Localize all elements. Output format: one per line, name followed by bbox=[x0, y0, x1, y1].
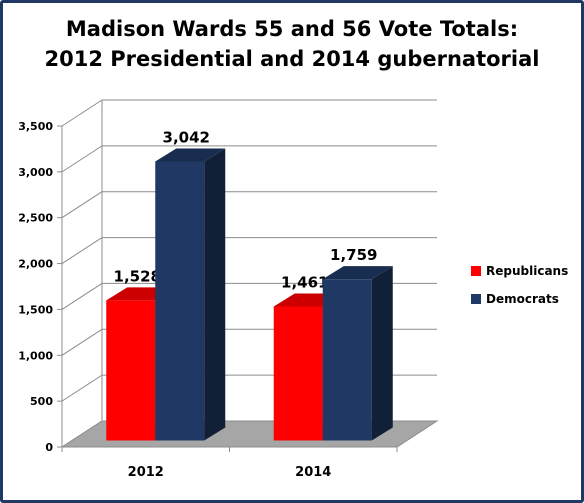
bar-front bbox=[273, 306, 323, 441]
bar-top bbox=[155, 148, 226, 162]
y-tick-label: 2,500 bbox=[18, 212, 53, 225]
data-label: 1,759 bbox=[330, 246, 377, 264]
bar-side bbox=[204, 148, 226, 441]
y-tick-label: 500 bbox=[30, 395, 53, 408]
chart-title-line-2: 2012 Presidential and 2014 gubernatorial bbox=[44, 47, 540, 71]
data-label: 3,042 bbox=[163, 129, 210, 147]
data-label: 1,461 bbox=[281, 274, 328, 292]
y-tick-label: 0 bbox=[45, 441, 53, 454]
legend-label-republicans: Republicans bbox=[486, 264, 569, 278]
bar-top bbox=[322, 266, 393, 280]
side-gridline bbox=[61, 191, 103, 219]
side-gridline bbox=[61, 145, 103, 173]
x-tick-label: 2012 bbox=[128, 465, 164, 480]
legend-item-democrats: Democrats bbox=[471, 292, 559, 306]
y-tick-label: 1,500 bbox=[18, 303, 53, 316]
bar-front bbox=[155, 161, 205, 441]
data-label: 1,528 bbox=[114, 267, 161, 285]
bar-front bbox=[106, 300, 156, 441]
side-gridline bbox=[61, 99, 103, 127]
legend-swatch-republicans bbox=[471, 266, 481, 276]
bar-front bbox=[322, 279, 372, 441]
legend-label-democrats: Democrats bbox=[486, 292, 559, 306]
legend-item-republicans: Republicans bbox=[471, 264, 568, 278]
x-tick-label: 2014 bbox=[295, 465, 331, 480]
side-gridline bbox=[61, 374, 103, 402]
side-gridline bbox=[61, 237, 103, 264]
bar-side bbox=[371, 266, 393, 441]
y-tick-label: 2,000 bbox=[18, 258, 53, 271]
y-tick-label: 3,500 bbox=[18, 120, 53, 133]
chart-title-line-1: Madison Wards 55 and 56 Vote Totals: bbox=[65, 17, 519, 41]
side-gridline bbox=[61, 283, 103, 310]
legend-swatch-democrats bbox=[471, 294, 481, 304]
y-tick-label: 1,000 bbox=[18, 349, 53, 362]
chart-title: Madison Wards 55 and 56 Vote Totals: 201… bbox=[0, 14, 584, 74]
side-gridline bbox=[61, 328, 103, 356]
y-tick-label: 3,000 bbox=[18, 166, 53, 179]
